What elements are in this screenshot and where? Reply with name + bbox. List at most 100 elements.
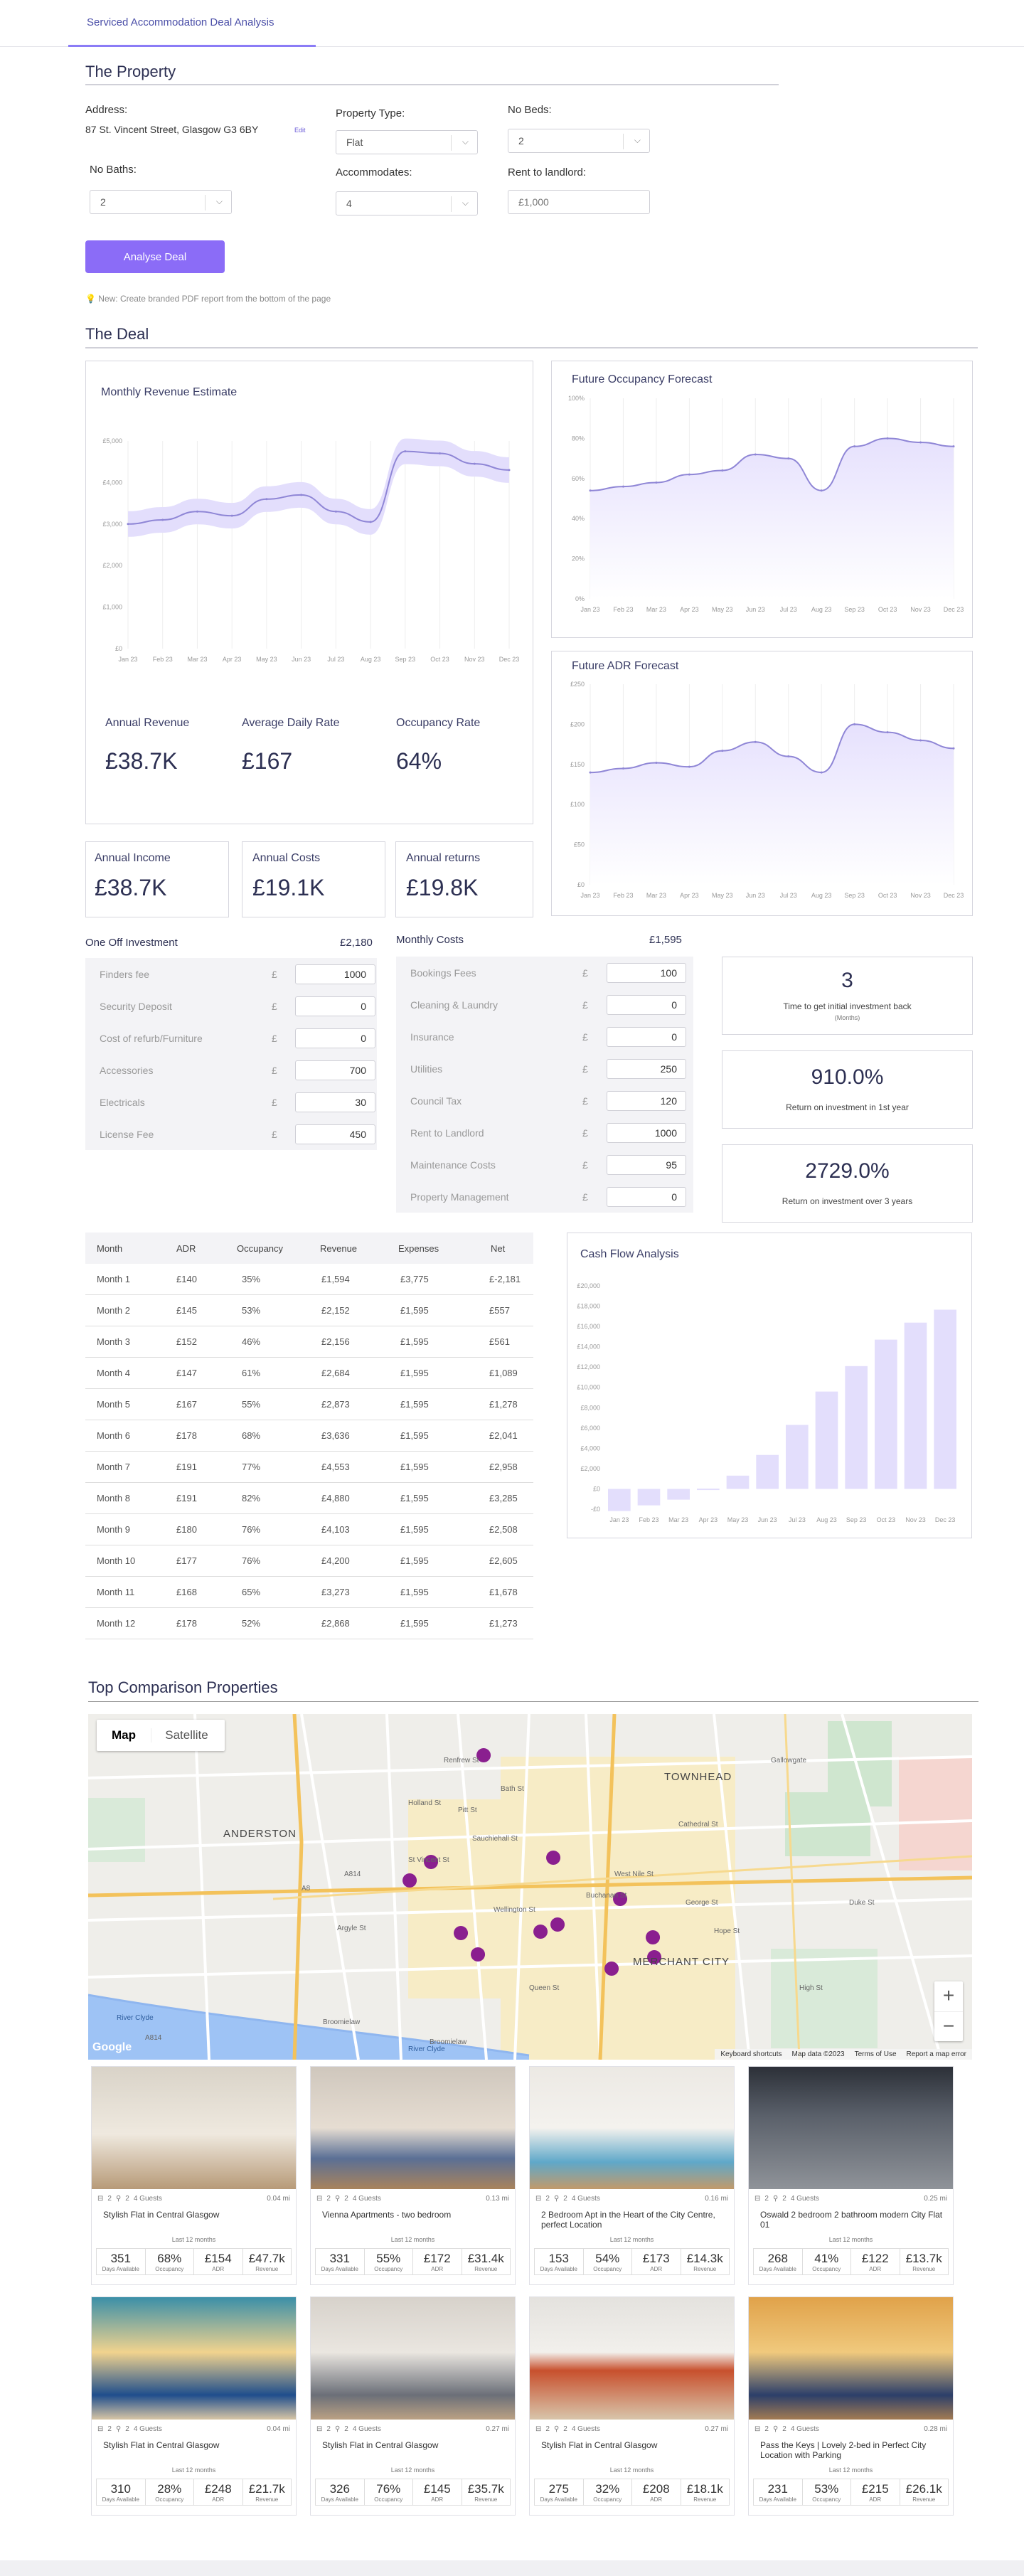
cost-input[interactable]: 0 xyxy=(607,1026,686,1047)
table-cell: £1,595 xyxy=(400,1555,429,1566)
y-tick-label: £8,000 xyxy=(580,1404,600,1411)
distance: 0.27 mi xyxy=(705,2425,728,2433)
data-point xyxy=(622,767,624,770)
beds-select[interactable]: 2 ⌵ xyxy=(508,129,650,153)
stat-label: Occupancy xyxy=(155,2265,184,2272)
data-point xyxy=(404,450,407,453)
property-type-select[interactable]: Flat ⌵ xyxy=(336,130,478,154)
stat-label: ADR xyxy=(212,2265,225,2272)
property-photo[interactable] xyxy=(92,2297,296,2420)
property-card[interactable]: ⊟ 2 ⚲ 2 4 Guests 0.04 mi Stylish Flat in Centr… xyxy=(91,2296,297,2516)
cost-input[interactable]: 700 xyxy=(295,1060,375,1080)
terms-link[interactable]: Terms of Use xyxy=(854,2050,897,2058)
cost-input[interactable]: 0 xyxy=(607,1186,686,1207)
x-tick-label: Aug 23 xyxy=(811,606,832,613)
property-title[interactable]: Vienna Apartments - two bedroom xyxy=(322,2210,452,2220)
stat-label: Occupancy xyxy=(812,2265,841,2272)
property-stats: 153 Days Available 54% Occupancy £173 ADR £14.… xyxy=(534,2248,730,2275)
map-canvas[interactable] xyxy=(88,1714,972,2060)
table-cell: £167 xyxy=(176,1399,197,1410)
cost-input[interactable]: 0 xyxy=(295,996,375,1016)
annual-revenue-value: £38.7K xyxy=(105,748,178,774)
stat-label: ADR xyxy=(431,2496,444,2503)
property-meta: ⊟ 2 ⚲ 2 4 Guests xyxy=(535,2195,600,2203)
cost-input[interactable]: 250 xyxy=(607,1058,686,1079)
x-tick-label: Apr 23 xyxy=(680,892,699,899)
bath-icon: ⚲ xyxy=(553,2195,560,2203)
edit-address-link[interactable]: Edit xyxy=(294,127,306,134)
map-label: River Clyde xyxy=(408,2045,445,2053)
analyse-deal-button[interactable]: Analyse Deal xyxy=(85,240,225,273)
cost-input[interactable]: 1000 xyxy=(607,1122,686,1143)
property-card[interactable]: ⊟ 2 ⚲ 2 4 Guests 0.13 mi Vienna Apartments - t… xyxy=(310,2066,516,2285)
map-label: Sauchiehall St xyxy=(472,1835,518,1843)
table-cell: £4,553 xyxy=(321,1462,350,1472)
guests-count: 4 Guests xyxy=(790,2425,819,2433)
baths-select[interactable]: 2 ⌵ xyxy=(90,190,232,214)
property-title[interactable]: Stylish Flat in Central Glasgow xyxy=(103,2210,220,2220)
cost-input[interactable]: 0 xyxy=(295,1028,375,1048)
report-error-link[interactable]: Report a map error xyxy=(906,2050,966,2058)
map-button[interactable]: Map xyxy=(112,1728,136,1742)
property-title[interactable]: 2 Bedroom Apt in the Heart of the City C… xyxy=(541,2210,715,2230)
satellite-button[interactable]: Satellite xyxy=(151,1728,222,1742)
chevron-down-icon: ⌵ xyxy=(462,198,469,208)
x-tick-label: May 23 xyxy=(256,656,277,663)
property-card[interactable]: ⊟ 2 ⚲ 2 4 Guests 0.04 mi Stylish Flat in Centr… xyxy=(91,2066,297,2285)
bath-icon: ⚲ xyxy=(115,2195,122,2203)
bar xyxy=(845,1366,868,1489)
property-photo[interactable] xyxy=(530,2297,734,2420)
tab-deal-analysis[interactable]: Serviced Accommodation Deal Analysis xyxy=(68,0,316,47)
x-tick-label: Mar 23 xyxy=(187,656,207,663)
map-label: Bath St xyxy=(501,1785,524,1793)
x-tick-label: Mar 23 xyxy=(668,1516,688,1523)
property-title[interactable]: Stylish Flat in Central Glasgow xyxy=(322,2440,439,2450)
property-card[interactable]: ⊟ 2 ⚲ 2 4 Guests 0.28 mi Pass the Keys | Lovel… xyxy=(748,2296,954,2516)
property-photo[interactable] xyxy=(311,2067,515,2189)
stat-value: £14.3k xyxy=(686,2251,723,2265)
cost-input[interactable]: 30 xyxy=(295,1092,375,1112)
stat-label: Occupancy xyxy=(155,2496,184,2503)
guests-count: 4 Guests xyxy=(133,2195,162,2203)
map-label: High St xyxy=(799,1984,823,1992)
keyboard-shortcuts-link[interactable]: Keyboard shortcuts xyxy=(720,2050,782,2058)
zoom-in-button[interactable]: + xyxy=(942,1984,955,2006)
bed-icon: ⊟ xyxy=(316,2195,323,2203)
property-card[interactable]: ⊟ 2 ⚲ 2 4 Guests 0.16 mi 2 Bedroom Apt in the … xyxy=(529,2066,735,2285)
property-title[interactable]: Stylish Flat in Central Glasgow xyxy=(541,2440,658,2450)
table-cell: Month 12 xyxy=(97,1618,136,1629)
accommodates-select[interactable]: 4 ⌵ xyxy=(336,191,478,215)
property-card[interactable]: ⊟ 2 ⚲ 2 4 Guests 0.27 mi Stylish Flat in Centr… xyxy=(529,2296,735,2516)
data-point xyxy=(655,762,658,765)
table-header: Month ADR Occupancy Revenue Expenses Net xyxy=(85,1233,533,1264)
property-title[interactable]: Oswald 2 bedroom 2 bathroom modern City … xyxy=(760,2210,943,2230)
property-photo[interactable] xyxy=(749,2067,953,2189)
property-title[interactable]: Stylish Flat in Central Glasgow xyxy=(103,2440,220,2450)
bar xyxy=(667,1489,690,1500)
property-card[interactable]: ⊟ 2 ⚲ 2 4 Guests 0.27 mi Stylish Flat in Centr… xyxy=(310,2296,516,2516)
column-header: ADR xyxy=(176,1243,196,1254)
guests-count: 4 Guests xyxy=(352,2425,381,2433)
property-photo[interactable] xyxy=(530,2067,734,2189)
property-title[interactable]: Pass the Keys | Lovely 2-bed in Perfect … xyxy=(760,2440,927,2460)
cost-input[interactable]: 450 xyxy=(295,1124,375,1144)
cost-input[interactable]: 1000 xyxy=(295,964,375,984)
property-photo[interactable] xyxy=(311,2297,515,2420)
x-tick-label: Jun 23 xyxy=(746,606,765,613)
bath-icon: ⚲ xyxy=(334,2425,341,2433)
map[interactable]: TOWNHEAD ANDERSTON MERCHANT CITY River Clyd… xyxy=(88,1714,972,2060)
cost-input[interactable]: 0 xyxy=(607,994,686,1015)
property-photo[interactable] xyxy=(92,2067,296,2189)
rent-input[interactable]: £1,000 xyxy=(508,190,650,214)
divider xyxy=(85,84,779,85)
cost-row: Electricals £30 xyxy=(85,1086,377,1118)
cost-input[interactable]: 100 xyxy=(607,962,686,983)
property-photo[interactable] xyxy=(749,2297,953,2420)
zoom-out-button[interactable]: − xyxy=(934,2011,963,2041)
cost-row: Property Management £0 xyxy=(396,1181,693,1213)
table-cell: Month 11 xyxy=(97,1587,135,1597)
cost-input[interactable]: 120 xyxy=(607,1090,686,1111)
cost-input[interactable]: 95 xyxy=(607,1154,686,1175)
property-card[interactable]: ⊟ 2 ⚲ 2 4 Guests 0.25 mi Oswald 2 bedroom 2 ba… xyxy=(748,2066,954,2285)
table-cell: 82% xyxy=(242,1493,261,1503)
